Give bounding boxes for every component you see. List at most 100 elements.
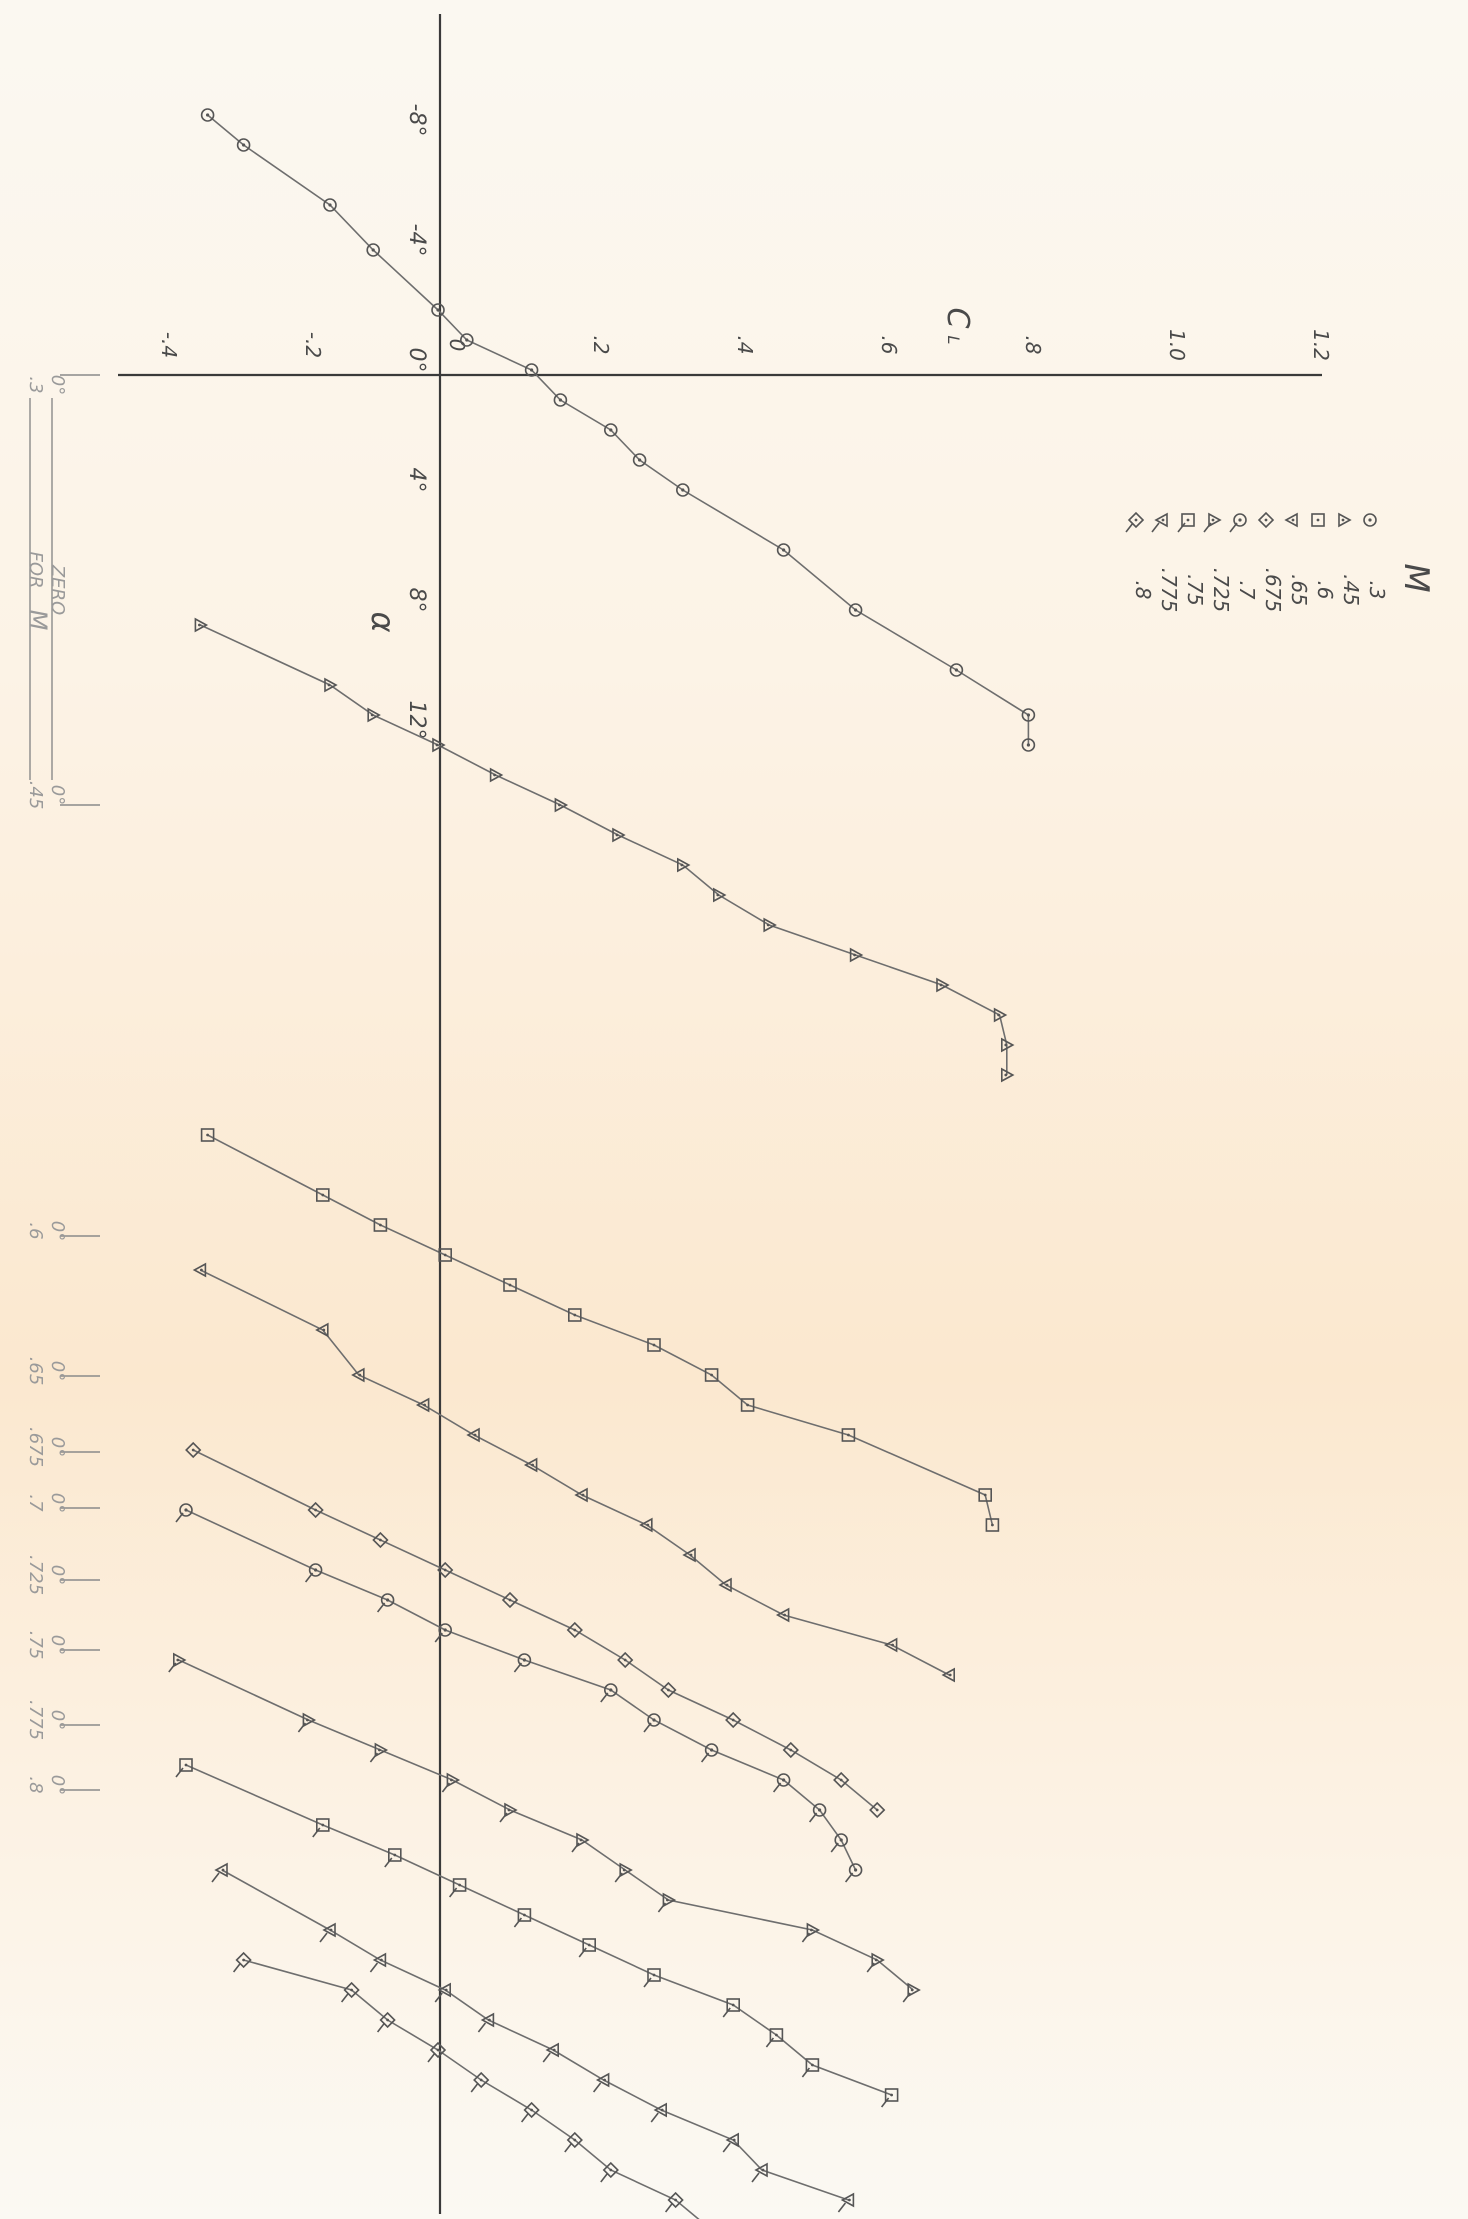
cl-tick-label: .2 <box>589 335 613 354</box>
data-point <box>175 1758 193 1778</box>
data-point <box>427 2041 447 2063</box>
data-point <box>763 917 777 933</box>
data-point <box>1284 512 1298 528</box>
zero-ref-right-mach: .45 <box>25 781 46 810</box>
data-point <box>675 483 690 497</box>
legend-title: M <box>1396 563 1436 592</box>
data-point <box>340 1981 360 2003</box>
data-point <box>232 1951 252 1973</box>
data-point <box>657 1892 677 1913</box>
data-point <box>866 1952 885 1973</box>
data-point <box>466 1427 480 1443</box>
data-point <box>869 1801 886 1819</box>
series-line-m45 <box>200 624 1008 1075</box>
data-point <box>704 1368 719 1382</box>
alpha-tick-label: 12° <box>404 701 429 740</box>
series-markers <box>168 108 1036 2213</box>
data-point <box>437 1561 454 1579</box>
data-point <box>1363 513 1377 527</box>
data-point <box>376 1593 395 1613</box>
tick-labels: -.4 -.2 0 .2 .4 .6 .8 1.0 1.2 CL -8° -4° 0° 4° 8° 12° α <box>157 104 1333 740</box>
zero-ref-shift-mach: .675 <box>25 1427 46 1467</box>
data-point <box>438 1248 453 1262</box>
alpha-tick-label: 8° <box>404 588 429 613</box>
data-point <box>993 1007 1008 1023</box>
zero-ref-left-tick: 0° <box>47 375 68 395</box>
data-point <box>1257 511 1275 529</box>
data-point <box>376 2011 396 2033</box>
data-point <box>477 2012 495 2033</box>
zero-ref-shift-tick: 0° <box>47 1437 68 1457</box>
legend-entry-label: .675 <box>1261 568 1285 613</box>
legend-entry-label: .3 <box>1365 580 1389 599</box>
data-point <box>700 1743 719 1763</box>
data-point <box>448 1878 467 1898</box>
data-point <box>725 1711 742 1729</box>
data-point <box>185 1441 202 1459</box>
cl-tick-label: 0 <box>445 339 469 352</box>
data-point <box>949 663 964 677</box>
data-point <box>168 1652 187 1673</box>
data-point <box>722 1998 741 2018</box>
data-point <box>513 1653 532 1673</box>
cl-tick-label: -.4 <box>157 332 181 358</box>
zero-ref-shift-tick: 0° <box>47 1710 68 1730</box>
data-point <box>415 1397 430 1413</box>
data-point <box>373 1218 388 1232</box>
data-point <box>765 2028 784 2048</box>
data-point <box>880 2088 899 2108</box>
zero-ref-shift-tick: 0° <box>47 1565 68 1585</box>
series-line-m7 <box>185 1509 857 1871</box>
cl-tick-label: 1.0 <box>1165 329 1189 361</box>
cl-tick-label: .8 <box>1021 335 1045 354</box>
data-point <box>837 2192 855 2213</box>
data-point <box>366 243 381 257</box>
cl-axis-subscript: L <box>944 336 963 345</box>
data-point <box>304 1563 323 1583</box>
data-point <box>194 617 209 633</box>
data-point <box>434 1982 452 2003</box>
data-point <box>553 393 568 407</box>
data-point <box>315 1322 329 1338</box>
data-point <box>513 1908 532 1928</box>
cl-tick-label: .6 <box>877 335 901 354</box>
data-point <box>941 1667 956 1683</box>
data-point <box>841 1428 856 1442</box>
zero-reference: 0°.3ZEROFORM0°.450°.60°.650°.6750°.70°.7… <box>24 374 100 1795</box>
data-point <box>574 1487 588 1503</box>
zero-ref-shift-tick: 0° <box>47 1361 68 1381</box>
data-point <box>848 603 863 617</box>
zero-ref-for-label: FOR <box>25 551 46 588</box>
data-point <box>1021 738 1036 752</box>
data-point <box>369 1742 389 1763</box>
data-point <box>1177 513 1195 533</box>
data-point <box>1151 512 1168 533</box>
data-point <box>650 2102 668 2123</box>
data-point <box>682 1547 696 1563</box>
data-point <box>1021 708 1036 722</box>
data-point <box>567 1308 582 1322</box>
data-point <box>772 1773 791 1793</box>
legend-entry-label: .775 <box>1157 568 1181 613</box>
data-point <box>632 453 647 467</box>
series-curves <box>178 114 1030 2219</box>
alpha-tick-label: -8° <box>404 104 429 137</box>
data-point <box>801 1922 821 1943</box>
data-point <box>600 1683 618 1703</box>
data-point <box>211 1862 228 1883</box>
data-point <box>489 767 504 783</box>
series-line-m65 <box>200 1269 950 1676</box>
data-point <box>542 2042 560 2063</box>
data-point <box>643 1713 661 1733</box>
data-point <box>614 1862 633 1883</box>
data-point <box>554 797 569 813</box>
data-point <box>367 707 381 723</box>
zero-ref-zero-label: ZERO <box>47 564 68 615</box>
legend: M .3.45.6.65.675.7.725.75.775.8 <box>1125 511 1436 613</box>
data-point <box>849 947 864 963</box>
alpha-tick-label: 0° <box>404 348 429 373</box>
data-point <box>372 1531 389 1549</box>
data-point <box>718 1577 732 1593</box>
